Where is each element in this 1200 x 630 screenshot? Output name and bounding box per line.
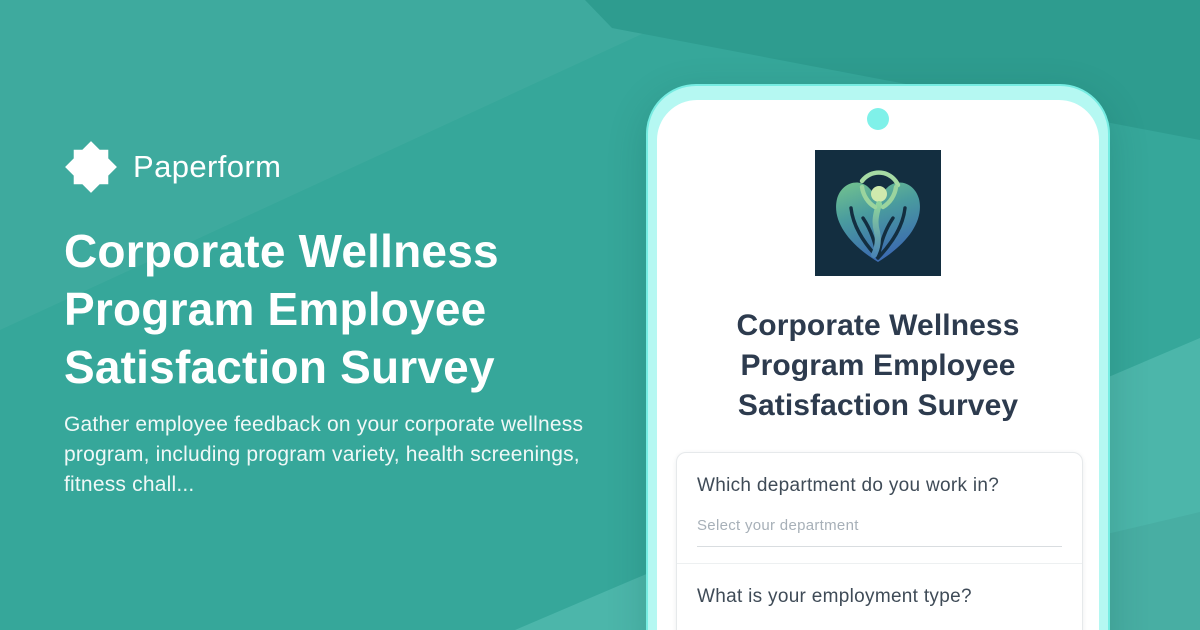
question-department: Which department do you work in? Select … [677,453,1082,547]
question-label: What is your employment type? [697,586,972,607]
select-placeholder: Select your department [697,517,859,534]
brand-name: Paperform [133,149,282,184]
wellness-heart-icon [815,150,941,276]
page-title-line: Corporate Wellness [64,225,499,277]
form-title-line: Corporate Wellness [736,309,1020,342]
question-employment-type: What is your employment type? [677,564,1082,608]
page-title-line: Satisfaction Survey [64,341,495,393]
page-title-line: Program Employee [64,283,487,335]
phone-screen: Corporate Wellness Program Employee Sati… [657,100,1099,630]
form-card: Which department do you work in? Select … [676,452,1083,630]
brand-lockup: Paperform [64,140,281,194]
page-description: Gather employee feedback on your corpora… [64,413,584,496]
form-title-line: Satisfaction Survey [737,389,1019,422]
paperform-logo-icon [65,141,117,193]
page-title: Corporate Wellness Program Employee Sati… [64,222,624,396]
phone-mockup: Corporate Wellness Program Employee Sati… [646,84,1110,630]
department-select-field[interactable]: Select your department [697,517,1062,547]
camera-dot [867,108,889,130]
wellness-form-logo [815,150,941,276]
question-label: Which department do you work in? [697,475,1000,496]
form-title: Corporate Wellness Program Employee Sati… [657,306,1099,426]
card-divider [677,563,1082,564]
form-title-line: Program Employee [740,349,1016,382]
